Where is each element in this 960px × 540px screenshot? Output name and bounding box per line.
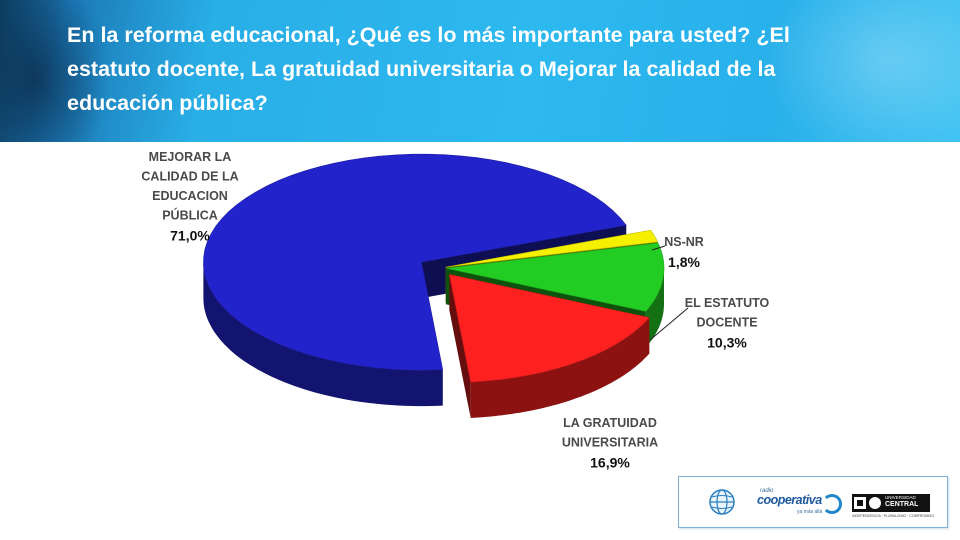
sponsor-logos: radio cooperativa ya más allá UNIVERSIDA… [678,476,948,528]
slice-label: MEJORAR LA CALIDAD DE LA EDUCACION PÚBLICA [141,150,238,223]
slice-labels: NS-NR 1,8% EL ESTATUTO DOCENTE 10,3% LA GRATU… [141,150,769,471]
leader-line [651,245,666,251]
universidad-central-logo: UNIVERSIDAD CENTRAL [852,494,930,512]
page-title: En la reforma educacional, ¿Qué es lo má… [67,23,790,115]
pie-slice-side [449,274,471,418]
coop-logo-name: cooperativa [757,493,822,507]
leader-lines [649,245,689,341]
coop-logo-small: radio [760,488,774,494]
pie-slice-top [445,229,659,268]
slice-label: LA GRATUIDAD UNIVERSITARIA [562,416,658,450]
pie-slice-top [203,153,627,371]
uc-logo-name: CENTRAL [885,501,919,508]
pie-slice-top [449,274,650,383]
slice-value-label: 10,3% [707,335,747,351]
pie-slices [203,153,665,418]
slice-value-label: 1,8% [668,254,700,270]
slice-value-label: 16,9% [590,455,630,471]
pie-slice-3 [203,153,627,407]
pie-slice-2 [449,274,650,418]
globe-logo-icon [709,489,735,515]
pie-slice-edge [645,268,664,348]
slice-value-label: 71,0% [170,228,210,244]
uc-logo-top: UNIVERSIDAD [885,495,916,500]
slice-label: EL ESTATUTO DOCENTE [685,296,770,330]
uc-logo-subtitle: INDEPENDENCIA · PLURALISMO · COMPROMISO [852,514,935,518]
leader-line [649,307,689,341]
pie-slice-top [445,242,665,312]
coop-logo-tag: ya más allá [797,509,823,515]
slice-label: NS-NR [664,235,704,249]
title-banner: En la reforma educacional, ¿Qué es lo má… [0,0,960,142]
coop-swirl-icon [822,494,842,514]
pie-slice-edge [203,262,443,407]
